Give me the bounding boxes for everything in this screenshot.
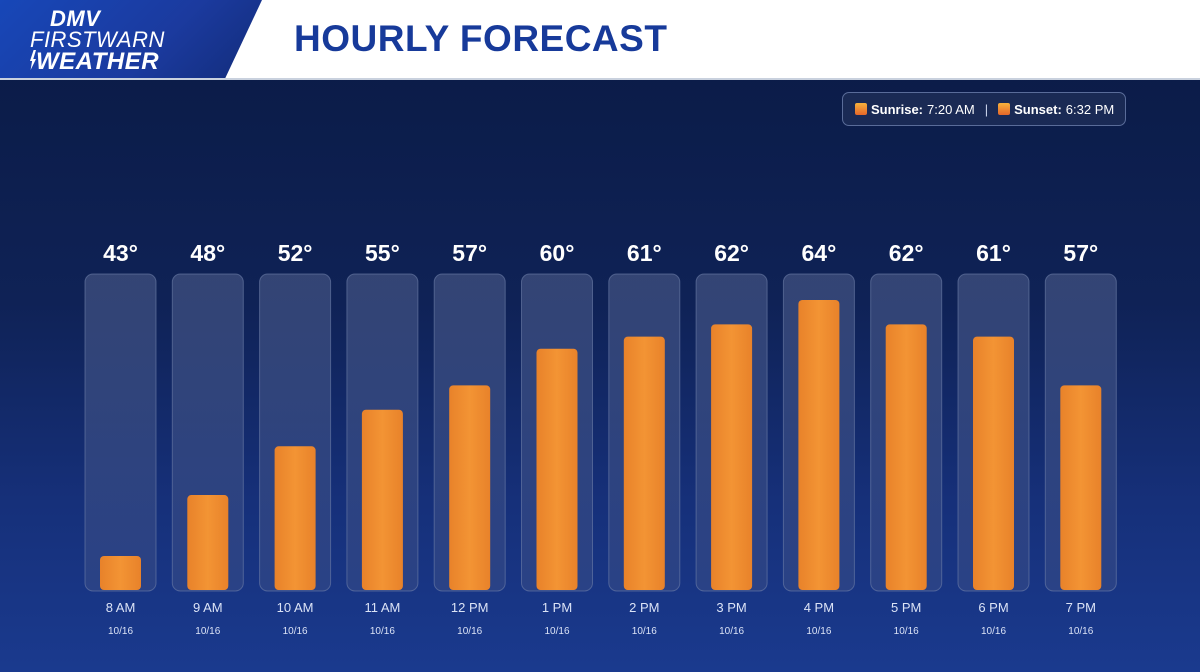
temperature-bar (187, 495, 229, 590)
logo-line-firstwarn: FIRSTWARN (30, 27, 165, 52)
temperature-label: 48° (190, 240, 225, 266)
date-label: 10/16 (544, 626, 569, 637)
page-title: HOURLY FORECAST (294, 18, 668, 59)
hour-label: 2 PM (629, 600, 659, 615)
date-label: 10/16 (1068, 626, 1093, 637)
hour-label: 10 AM (277, 600, 314, 615)
temperature-label: 57° (1063, 240, 1098, 266)
sun-separator: | (984, 101, 989, 117)
temperature-bar (274, 446, 316, 590)
temperature-bar (536, 348, 578, 590)
temperature-label: 60° (540, 240, 575, 266)
lightning-bolt-icon (30, 50, 36, 70)
hour-label: 12 PM (451, 600, 489, 615)
temperature-bar (1060, 385, 1102, 590)
temperature-label: 61° (627, 240, 662, 266)
hour-label: 9 AM (193, 600, 223, 615)
hour-label: 5 PM (891, 600, 921, 615)
date-label: 10/16 (894, 626, 919, 637)
sunrise-icon (855, 103, 867, 115)
hour-label: 4 PM (804, 600, 834, 615)
sunset-label: Sunset: (1014, 101, 1062, 117)
logo-line-dmv: DMV (50, 6, 101, 31)
hour-label: 7 PM (1066, 600, 1096, 615)
header-bar: DMV FIRSTWARN WEATHER HOURLY FORECAST (0, 0, 1200, 80)
temperature-bar (711, 324, 753, 590)
temperature-bar (361, 409, 403, 590)
hour-label: 8 AM (106, 600, 136, 615)
temperature-label: 55° (365, 240, 400, 266)
sunset-icon (998, 103, 1011, 115)
temperature-label: 52° (278, 240, 313, 266)
temperature-label: 62° (889, 240, 924, 266)
sunrise-time: 7:20 AM (927, 101, 975, 117)
sunrise-label: Sunrise: (871, 101, 924, 117)
temperature-label: 64° (802, 240, 837, 266)
date-label: 10/16 (457, 626, 482, 637)
date-label: 10/16 (195, 626, 220, 637)
station-logo: DMV FIRSTWARN WEATHER (0, 0, 262, 78)
hour-label: 1 PM (542, 600, 572, 615)
bar-track (84, 273, 157, 592)
date-label: 10/16 (108, 626, 133, 637)
date-label: 10/16 (632, 626, 657, 637)
temperature-bar (885, 324, 927, 590)
temperature-bar (100, 556, 141, 590)
sunrise-sunset-box: Sunrise: 7:20 AM | Sunset: 6:32 PM (842, 92, 1126, 126)
temperature-label: 57° (452, 240, 487, 266)
date-label: 10/16 (981, 626, 1006, 637)
temperature-label: 62° (714, 240, 749, 266)
date-label: 10/16 (370, 626, 395, 637)
temperature-bar (623, 336, 665, 590)
logo-line-weather: WEATHER (36, 48, 160, 75)
temperature-label: 61° (976, 240, 1011, 266)
date-label: 10/16 (283, 626, 308, 637)
temperature-bar (973, 336, 1014, 590)
hour-label: 11 AM (364, 600, 400, 615)
hour-label: 6 PM (978, 600, 1008, 615)
temperature-bar (798, 300, 840, 590)
date-label: 10/16 (806, 626, 831, 637)
date-label: 10/16 (719, 626, 744, 637)
temperature-bar (449, 385, 491, 590)
temperature-label: 43° (103, 240, 138, 266)
hour-label: 3 PM (716, 600, 746, 615)
sunset-time: 6:32 PM (1065, 101, 1115, 117)
